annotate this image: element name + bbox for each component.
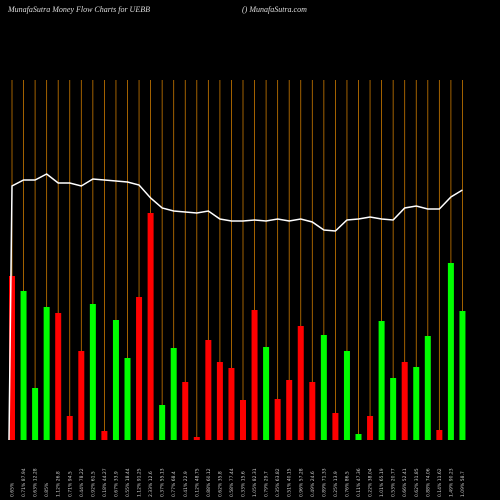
chart-title: MunafaSutra Money Flow Charts for UEBB [7,5,150,14]
x-tick-label: 1.12% 26.8 [56,471,62,497]
x-tick-label: 0.11% 47.36 [356,468,362,497]
bar [159,405,166,440]
x-tick-label: 1.49% 90.23 [448,468,454,497]
chart-subtitle: () MunafaSutra.com [242,5,307,14]
x-tick-label: 0.67% 33.9 [113,471,119,497]
bar [216,362,223,440]
x-tick-label: 2.33% 12.6 [148,471,154,497]
x-tick-label: 0.41% 22.9 [183,471,189,497]
x-tick-label: 0.79% 29.7 [264,471,270,497]
x-tick-label: 0.65% [10,482,16,497]
bar [78,351,85,440]
flow-line [8,173,463,441]
x-tick-label: 0.63% 12.28 [33,468,39,497]
x-tick-label: 0.49% 24.6 [310,471,316,497]
x-tick-label: 0.71% 87.94 [21,468,27,497]
x-tick-label: 0.62% 35.8 [217,471,223,497]
bar [101,431,108,440]
x-tick-label: 1.05% 82.31 [252,468,258,497]
x-tick-label: 0.71% 94.5 [67,471,73,497]
x-tick-label: 0.37% 55.13 [160,468,166,497]
x-tick-label: 0.35% 63.82 [275,468,281,497]
bar [297,326,304,440]
x-tick-label: 0.76% 86.5 [344,471,350,497]
bar [205,340,212,440]
x-tick-label: 1.09% 58.7 [460,471,466,497]
x-tick-label: 0.66% 52.41 [402,468,408,497]
x-tick-label: 0.33% 15.6 [241,471,247,497]
bar [20,291,27,440]
bar [320,335,327,440]
x-tick-label: 0.85% [44,482,50,497]
x-tick-label: 0.53% 20.77 [391,468,397,497]
x-tick-label: 1.01% 65.19 [379,468,385,497]
bar [89,304,96,440]
bar [378,321,385,440]
bar [459,311,466,440]
x-tick-label: 0.22% 38.04 [368,468,374,497]
bar [343,351,350,440]
bar [9,276,15,440]
bar [309,382,316,440]
bar [112,320,119,440]
x-tick-label: 0.44% 78.22 [79,468,85,497]
bar [182,382,189,440]
x-tick-label: 0.51% 40.15 [287,468,293,497]
bar [228,368,235,440]
x-tick-label: 0.92% 61.5 [90,471,96,497]
bar [332,413,339,440]
x-tick-label: 0.55% 18.44 [125,468,131,497]
bar [274,399,281,440]
bar [32,388,39,440]
bar [193,437,200,440]
bar [263,347,270,440]
bar [286,380,293,440]
bar [55,313,62,440]
bar [401,362,408,440]
bar [413,367,420,440]
x-tick-label: 0.62% 31.85 [414,468,420,497]
bar [424,336,431,440]
x-tick-label: 0.25% 13.9 [333,471,339,497]
x-tick-label: 0.14% 11.62 [437,468,443,497]
bar [66,416,73,440]
x-tick-label: 0.89% 71.33 [321,468,327,497]
x-tick-label: 0.88% 74.06 [425,468,431,497]
bar [136,297,143,440]
bar [436,430,443,440]
bar [240,400,246,440]
x-tick-label: 0.58% 77.44 [229,468,235,497]
x-tick-label: 0.88% 60.12 [206,468,212,497]
bar [447,263,454,440]
bar [170,348,177,440]
bar [124,358,131,440]
bar [43,307,50,440]
x-tick-label: 0.12% 48.75 [194,468,200,497]
bar [390,378,397,440]
bar [355,434,362,440]
x-tick-label: 0.77% 68.4 [171,471,177,497]
x-tick-label: 0.18% 44.27 [102,468,108,497]
x-tick-label: 1.12% 91.25 [137,468,143,497]
x-tick-label: 0.96% 57.28 [298,468,304,497]
bar [251,310,258,440]
bar [367,416,374,440]
bar [147,213,154,440]
